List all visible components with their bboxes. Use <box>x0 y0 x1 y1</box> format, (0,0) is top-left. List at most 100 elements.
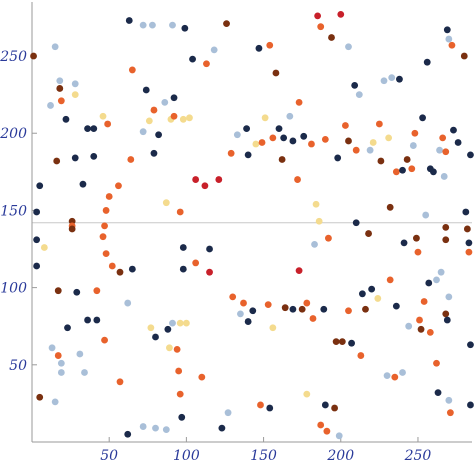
data-point <box>116 378 124 386</box>
data-point <box>102 207 110 214</box>
data-point <box>317 23 325 31</box>
data-point <box>215 176 223 183</box>
data-point <box>150 149 158 157</box>
data-point <box>142 86 150 94</box>
data-point <box>443 26 451 34</box>
data-point <box>176 208 184 216</box>
data-point <box>303 390 311 398</box>
data-point <box>425 279 433 287</box>
data-point <box>281 304 289 312</box>
data-point <box>115 182 122 190</box>
data-point <box>269 324 277 332</box>
data-point <box>366 146 374 154</box>
y-tick-label: 50 <box>9 358 27 374</box>
data-point <box>280 134 288 142</box>
data-point <box>76 350 84 358</box>
data-point <box>348 339 355 347</box>
data-point <box>278 156 286 163</box>
data-point <box>392 168 400 176</box>
data-point <box>369 139 377 146</box>
data-point <box>102 250 110 258</box>
x-tick-label: 200 <box>326 448 354 463</box>
data-point <box>261 114 269 122</box>
y-tick-label: 250 <box>0 49 27 65</box>
data-point <box>445 396 453 404</box>
data-point <box>358 290 366 298</box>
data-point <box>182 319 190 327</box>
data-point <box>105 193 113 200</box>
data-point <box>286 112 294 120</box>
data-point <box>422 211 430 219</box>
y-tick-label: 200 <box>0 126 27 142</box>
data-point <box>249 307 257 315</box>
data-point <box>434 389 442 396</box>
data-point <box>269 134 277 142</box>
data-point <box>417 325 425 333</box>
data-point <box>258 139 266 146</box>
data-point <box>229 293 237 301</box>
data-point <box>357 352 365 359</box>
data-point <box>462 208 470 216</box>
data-point <box>244 318 252 325</box>
data-point <box>298 305 306 313</box>
data-point <box>334 154 342 162</box>
data-point <box>275 125 283 132</box>
data-point <box>342 122 349 129</box>
data-point <box>436 146 443 154</box>
data-point <box>325 234 332 242</box>
data-point <box>314 12 322 20</box>
data-point <box>442 224 450 231</box>
data-point <box>54 287 62 295</box>
data-point <box>169 319 176 327</box>
data-point <box>79 180 87 188</box>
data-point <box>409 142 417 149</box>
data-point <box>467 151 474 159</box>
data-point <box>224 409 232 417</box>
data-point <box>237 310 244 318</box>
data-point <box>179 244 187 251</box>
data-point <box>233 131 241 139</box>
data-point <box>442 310 450 318</box>
data-point <box>295 98 303 106</box>
data-point <box>386 203 394 211</box>
y-tick-label: 150 <box>0 203 27 219</box>
data-point <box>240 299 247 307</box>
data-point <box>338 338 346 346</box>
data-point <box>175 367 183 375</box>
data-point <box>62 115 70 123</box>
data-point <box>289 137 297 145</box>
data-point <box>36 393 44 401</box>
data-point <box>173 345 181 353</box>
data-point <box>383 372 391 380</box>
data-point <box>198 373 206 381</box>
data-point <box>399 369 406 376</box>
data-point <box>311 240 318 248</box>
data-point <box>93 316 101 324</box>
data-point <box>426 328 434 336</box>
data-point <box>345 43 352 51</box>
data-point <box>335 432 343 440</box>
data-point <box>433 359 440 367</box>
data-point <box>388 74 396 82</box>
data-point <box>252 140 260 148</box>
data-point <box>162 426 170 434</box>
data-point <box>161 98 169 106</box>
data-point <box>391 373 399 381</box>
data-point <box>201 182 209 190</box>
data-point <box>416 316 423 324</box>
data-point <box>139 423 147 430</box>
data-point <box>244 151 252 159</box>
data-point <box>139 21 147 29</box>
data-point <box>90 152 98 160</box>
data-point <box>176 390 184 398</box>
data-point <box>454 139 462 146</box>
data-point <box>392 302 400 310</box>
data-point <box>116 268 124 276</box>
data-point <box>139 128 147 136</box>
x-tick-label: 50 <box>100 448 118 463</box>
data-point <box>189 55 196 63</box>
data-point <box>84 125 91 132</box>
data-point <box>414 248 422 256</box>
data-point <box>227 149 235 157</box>
